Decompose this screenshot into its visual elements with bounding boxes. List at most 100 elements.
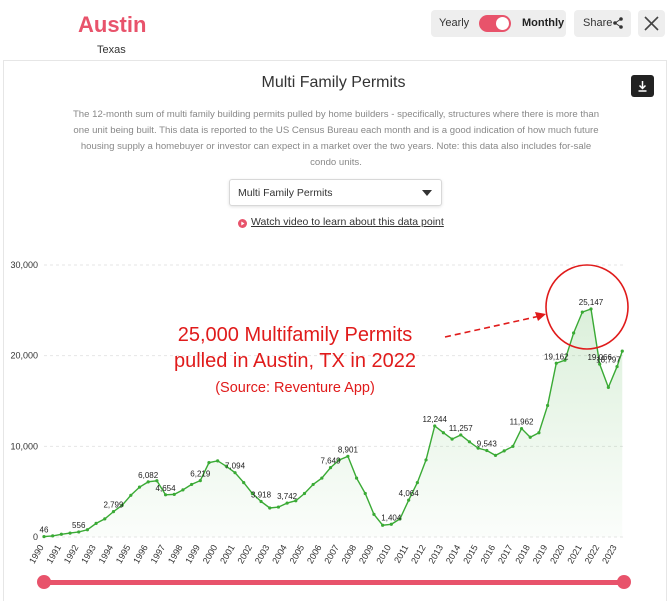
- data-point: [198, 479, 202, 483]
- data-label: 4,654: [156, 484, 177, 493]
- x-tick-label: 2019: [531, 543, 550, 565]
- data-point: [137, 485, 142, 489]
- data-point: [172, 492, 176, 496]
- metric-select-value: Multi Family Permits: [238, 187, 333, 199]
- data-label: 19,066: [587, 353, 612, 362]
- data-point: [268, 506, 272, 510]
- data-point: [120, 503, 124, 507]
- data-point: [163, 493, 168, 497]
- data-point: [398, 517, 402, 521]
- data-label: 2,799: [103, 501, 124, 510]
- data-point: [363, 491, 367, 496]
- x-tick-label: 2021: [565, 543, 584, 565]
- data-point: [476, 446, 480, 450]
- frequency-toggle[interactable]: Yearly Monthly: [431, 10, 566, 37]
- data-label: 25,147: [579, 298, 604, 307]
- chart-title: Multi Family Permits: [261, 74, 406, 91]
- x-tick-label: 1991: [44, 543, 63, 565]
- toggle-yearly-label[interactable]: Yearly: [439, 17, 470, 29]
- x-tick-label: 1997: [149, 543, 168, 565]
- share-icon: [613, 17, 623, 29]
- data-label: 6,219: [190, 470, 211, 479]
- highlight-circle: [545, 264, 629, 350]
- video-link[interactable]: Watch video to learn about this data poi…: [251, 216, 444, 228]
- metric-select[interactable]: Multi Family Permits: [229, 179, 442, 206]
- data-point: [389, 522, 393, 526]
- data-point: [181, 488, 185, 492]
- data-point: [433, 424, 437, 428]
- close-button[interactable]: [638, 10, 665, 37]
- x-tick-label: 1999: [183, 543, 202, 565]
- toggle-monthly-label[interactable]: Monthly: [522, 17, 565, 29]
- data-point: [328, 466, 333, 470]
- data-point: [606, 385, 610, 389]
- x-tick-label: 1995: [114, 543, 133, 565]
- data-point: [311, 482, 315, 487]
- x-tick-label: 2005: [288, 543, 307, 565]
- annotation-text: 25,000 Multifamily Permits pulled in Aus…: [160, 322, 430, 399]
- data-label: 46: [40, 526, 49, 535]
- data-point: [572, 331, 576, 335]
- y-tick-label: 0: [33, 532, 38, 542]
- data-label: 1,404: [381, 513, 402, 522]
- data-point: [598, 362, 602, 366]
- x-tick-label: 1996: [131, 543, 150, 565]
- range-slider-track[interactable]: [44, 580, 624, 585]
- line-chart: 0 10,000 20,000 30,000 19901991199219931994…: [10, 260, 629, 565]
- x-tick-label: 1993: [79, 543, 98, 565]
- play-icon: [238, 219, 247, 228]
- data-point: [620, 349, 624, 353]
- data-point: [467, 440, 472, 444]
- data-point: [511, 444, 515, 448]
- toggle-knob: [496, 17, 509, 30]
- data-point: [580, 310, 584, 314]
- data-label: 11,962: [510, 418, 534, 427]
- series-line: [43, 308, 623, 538]
- data-point: [346, 454, 350, 458]
- x-tick-label: 2010: [374, 543, 393, 565]
- data-label: 556: [72, 521, 86, 530]
- x-tick-label: 1992: [62, 543, 81, 565]
- x-tick-label: 2000: [201, 543, 220, 565]
- data-label: 18,797: [596, 356, 621, 365]
- data-point: [224, 464, 228, 468]
- x-tick-label: 2002: [235, 543, 254, 565]
- x-tick-label: 2023: [600, 543, 619, 565]
- city-title: Austin: [78, 12, 147, 37]
- share-button[interactable]: Share: [574, 10, 631, 37]
- data-point: [372, 512, 376, 516]
- data-point: [554, 361, 558, 365]
- x-tick-label: 2012: [409, 543, 428, 565]
- data-label: 19,162: [544, 352, 569, 361]
- x-tick-label: 2001: [218, 543, 237, 565]
- data-point: [415, 481, 419, 485]
- data-label: 6,082: [138, 471, 159, 480]
- x-tick-label: 2004: [270, 543, 289, 565]
- data-point: [337, 458, 341, 462]
- x-tick-label: 2009: [357, 543, 376, 565]
- data-label: 11,257: [449, 424, 473, 433]
- data-point: [77, 530, 81, 534]
- annotation-arrow-line: [444, 315, 541, 338]
- data-label: 9,543: [477, 439, 498, 448]
- y-tick-label: 20,000: [10, 351, 38, 361]
- chart-description: The 12-month sum of multi family buildin…: [72, 109, 600, 168]
- data-label: 12,244: [422, 415, 447, 424]
- data-point: [294, 499, 298, 503]
- data-point: [302, 491, 307, 496]
- data-point: [519, 426, 524, 431]
- annotation-arrowhead: [535, 312, 546, 321]
- data-label: 3,742: [277, 492, 298, 501]
- series-area: [44, 309, 623, 537]
- range-slider-start-handle[interactable]: [37, 575, 51, 589]
- toggle-switch[interactable]: [479, 15, 511, 32]
- annotation-source: (Source: Reventure App): [215, 380, 375, 396]
- data-label: 7,649: [321, 457, 342, 466]
- range-slider-end-handle[interactable]: [617, 575, 631, 589]
- download-button[interactable]: [631, 75, 654, 97]
- data-point: [502, 449, 506, 453]
- data-point: [85, 528, 90, 532]
- data-point: [528, 435, 532, 439]
- data-point: [450, 437, 454, 441]
- data-point: [51, 534, 55, 538]
